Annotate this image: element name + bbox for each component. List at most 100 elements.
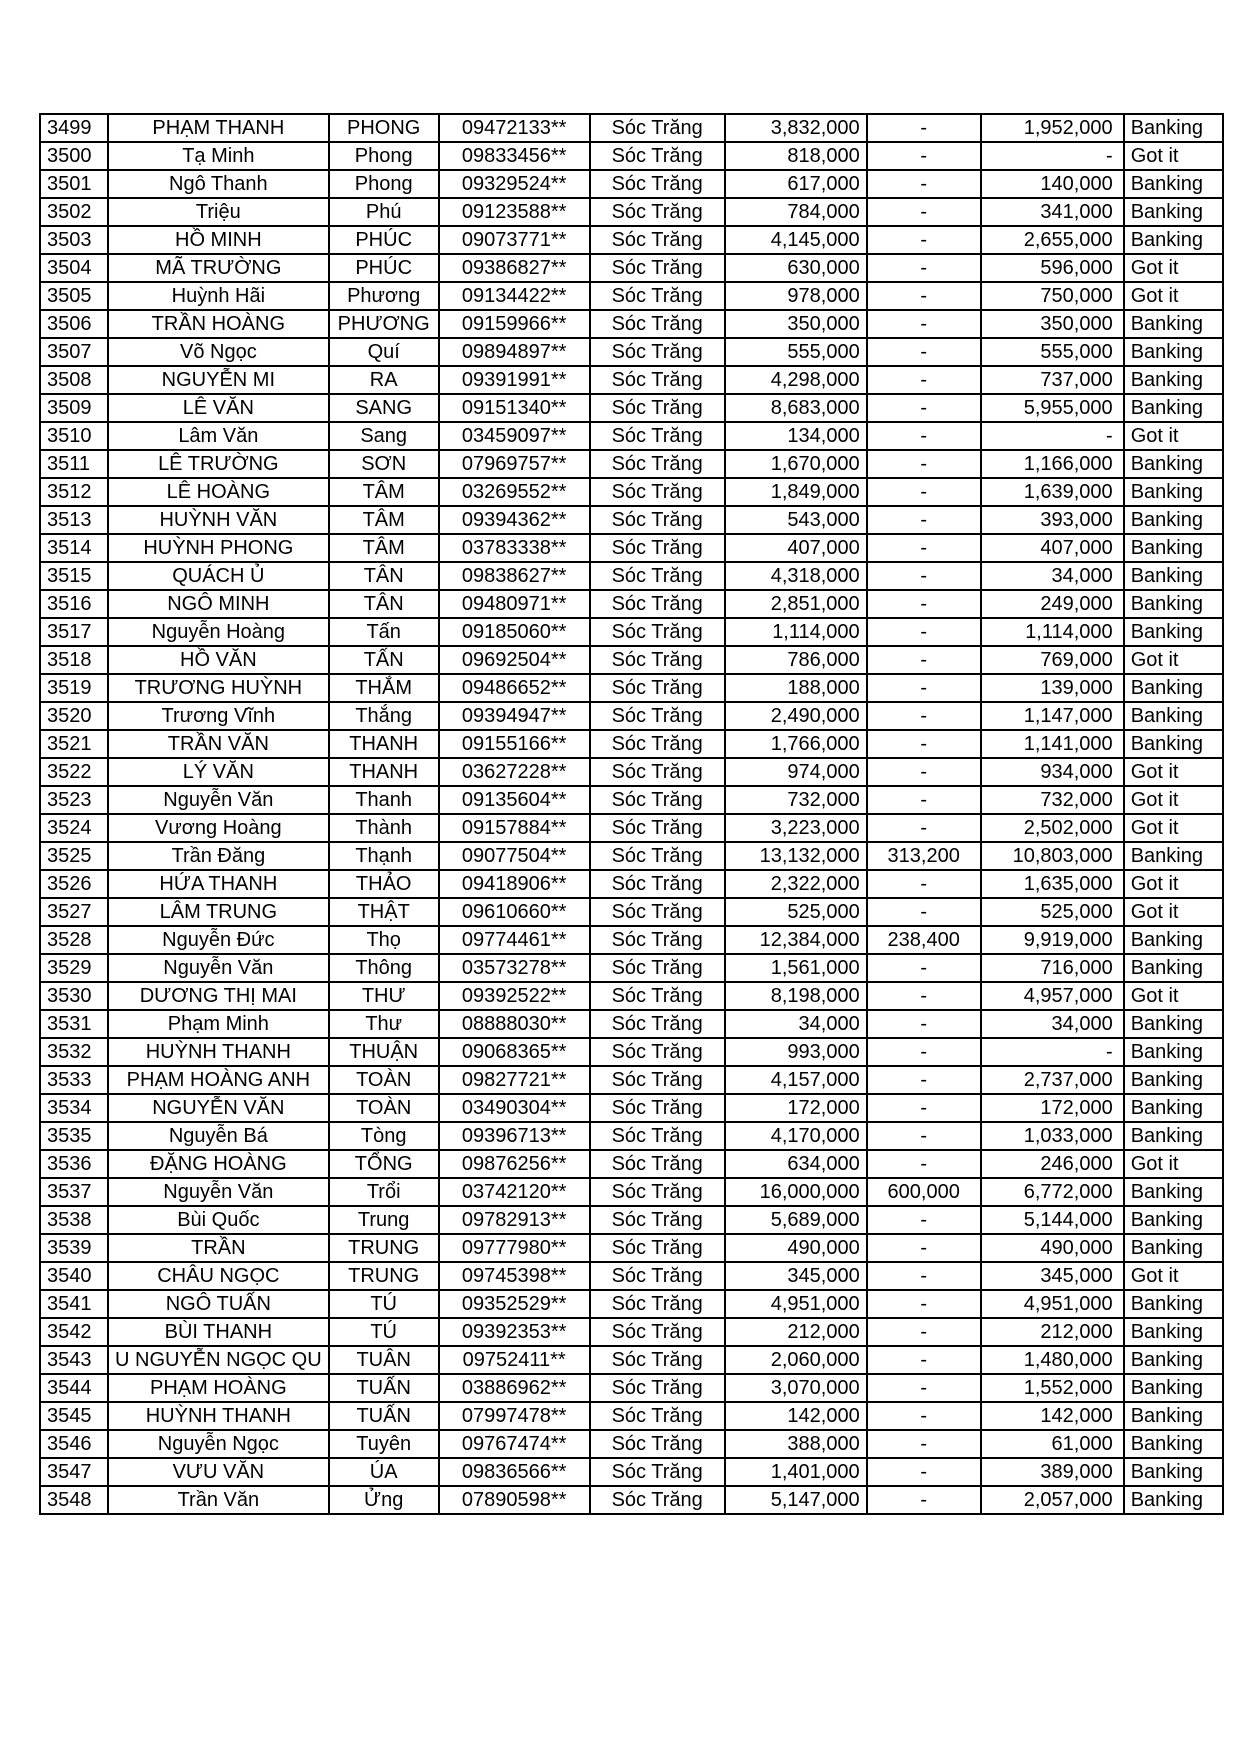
surname: HUỲNH PHONG: [107, 533, 330, 563]
row-number: 3530: [39, 981, 109, 1011]
amount: 3,070,000: [723, 1373, 868, 1403]
paid-amount: 4,957,000: [979, 981, 1125, 1011]
deduction: -: [865, 729, 982, 759]
surname: DƯƠNG THỊ MAI: [107, 981, 330, 1011]
method: Banking: [1122, 1233, 1224, 1263]
deduction: -: [865, 197, 982, 227]
method: Got it: [1122, 813, 1224, 843]
row-number: 3500: [39, 141, 109, 171]
table-row: 3516 NGÔ MINH TÂN 09480971** Sóc Trăng 2,851,…: [39, 589, 1224, 619]
amount: 12,384,000: [723, 925, 868, 955]
row-number: 3507: [39, 337, 109, 367]
deduction: -: [865, 225, 982, 255]
province: Sóc Trăng: [588, 421, 726, 451]
paid-amount: 389,000: [979, 1457, 1125, 1487]
table-row: 3528 Nguyễn Đức Thọ 09774461** Sóc Trăng 12,3…: [39, 925, 1224, 955]
paid-amount: 172,000: [979, 1093, 1125, 1123]
given-name: TÂN: [327, 589, 440, 619]
amount: 16,000,000: [723, 1177, 868, 1207]
phone: 09692504**: [437, 645, 591, 675]
surname: Nguyễn Văn: [107, 785, 330, 815]
province: Sóc Trăng: [588, 1205, 726, 1235]
row-number: 3499: [39, 113, 109, 143]
phone: 07969757**: [437, 449, 591, 479]
given-name: PHÚC: [327, 253, 440, 283]
deduction: 313,200: [865, 841, 982, 871]
deduction: -: [865, 1345, 982, 1375]
amount: 1,766,000: [723, 729, 868, 759]
method: Got it: [1122, 645, 1224, 675]
province: Sóc Trăng: [588, 169, 726, 199]
given-name: THANH: [327, 729, 440, 759]
row-number: 3543: [39, 1345, 109, 1375]
row-number: 3510: [39, 421, 109, 451]
province: Sóc Trăng: [588, 1009, 726, 1039]
given-name: Tòng: [327, 1121, 440, 1151]
method: Banking: [1122, 1037, 1224, 1067]
method: Banking: [1122, 1485, 1224, 1515]
amount: 4,145,000: [723, 225, 868, 255]
method: Banking: [1122, 1065, 1224, 1095]
deduction: -: [865, 953, 982, 983]
province: Sóc Trăng: [588, 1149, 726, 1179]
phone: 09151340**: [437, 393, 591, 423]
surname: LÝ VĂN: [107, 757, 330, 787]
phone: 09155166**: [437, 729, 591, 759]
province: Sóc Trăng: [588, 1317, 726, 1347]
given-name: PHONG: [327, 113, 440, 143]
table-row: 3511 LÊ TRƯỜNG SƠN 07969757** Sóc Trăng 1,670…: [39, 449, 1224, 479]
phone: 09135604**: [437, 785, 591, 815]
given-name: TỔNG: [327, 1149, 440, 1179]
deduction: -: [865, 757, 982, 787]
table-row: 3548 Trần Văn Ửng 07890598** Sóc Trăng 5,147,…: [39, 1485, 1224, 1515]
method: Got it: [1122, 141, 1224, 171]
table-row: 3532 HUỲNH THANH THUẬN 09068365** Sóc Trăng 9…: [39, 1037, 1224, 1067]
row-number: 3532: [39, 1037, 109, 1067]
table-row: 3542 BÙI THANH TÚ 09392353** Sóc Trăng 212,00…: [39, 1317, 1224, 1347]
surname: Trương Vĩnh: [107, 701, 330, 731]
table-row: 3509 LÊ VĂN SANG 09151340** Sóc Trăng 8,683,0…: [39, 393, 1224, 423]
phone: 09610660**: [437, 897, 591, 927]
table-row: 3539 TRẦN TRUNG 09777980** Sóc Trăng 490,000-…: [39, 1233, 1224, 1263]
phone: 09077504**: [437, 841, 591, 871]
given-name: THẮM: [327, 673, 440, 703]
given-name: Thạnh: [327, 841, 440, 871]
paid-amount: 34,000: [979, 561, 1125, 591]
phone: 09386827**: [437, 253, 591, 283]
province: Sóc Trăng: [588, 393, 726, 423]
paid-amount: 212,000: [979, 1317, 1125, 1347]
deduction: -: [865, 589, 982, 619]
amount: 350,000: [723, 309, 868, 339]
row-number: 3516: [39, 589, 109, 619]
phone: 09472133**: [437, 113, 591, 143]
deduction: -: [865, 673, 982, 703]
province: Sóc Trăng: [588, 757, 726, 787]
deduction: -: [865, 141, 982, 171]
amount: 2,060,000: [723, 1345, 868, 1375]
row-number: 3533: [39, 1065, 109, 1095]
province: Sóc Trăng: [588, 1401, 726, 1431]
surname: Nguyễn Văn: [107, 1177, 330, 1207]
deduction: -: [865, 645, 982, 675]
paid-amount: 934,000: [979, 757, 1125, 787]
method: Banking: [1122, 1373, 1224, 1403]
deduction: -: [865, 1149, 982, 1179]
province: Sóc Trăng: [588, 533, 726, 563]
paid-amount: 393,000: [979, 505, 1125, 535]
province: Sóc Trăng: [588, 1457, 726, 1487]
method: Banking: [1122, 617, 1224, 647]
given-name: Phú: [327, 197, 440, 227]
table-row: 3514 HUỲNH PHONG TÂM 03783338** Sóc Trăng 407…: [39, 533, 1224, 563]
surname: TRƯƠNG HUỲNH: [107, 673, 330, 703]
method: Banking: [1122, 393, 1224, 423]
province: Sóc Trăng: [588, 1373, 726, 1403]
given-name: TOÀN: [327, 1065, 440, 1095]
surname: BÙI THANH: [107, 1317, 330, 1347]
deduction: -: [865, 1205, 982, 1235]
method: Got it: [1122, 1149, 1224, 1179]
method: Got it: [1122, 421, 1224, 451]
table-row: 3541 NGÔ TUẤN TÚ 09352529** Sóc Trăng 4,951,0…: [39, 1289, 1224, 1319]
deduction: -: [865, 477, 982, 507]
phone: 09123588**: [437, 197, 591, 227]
